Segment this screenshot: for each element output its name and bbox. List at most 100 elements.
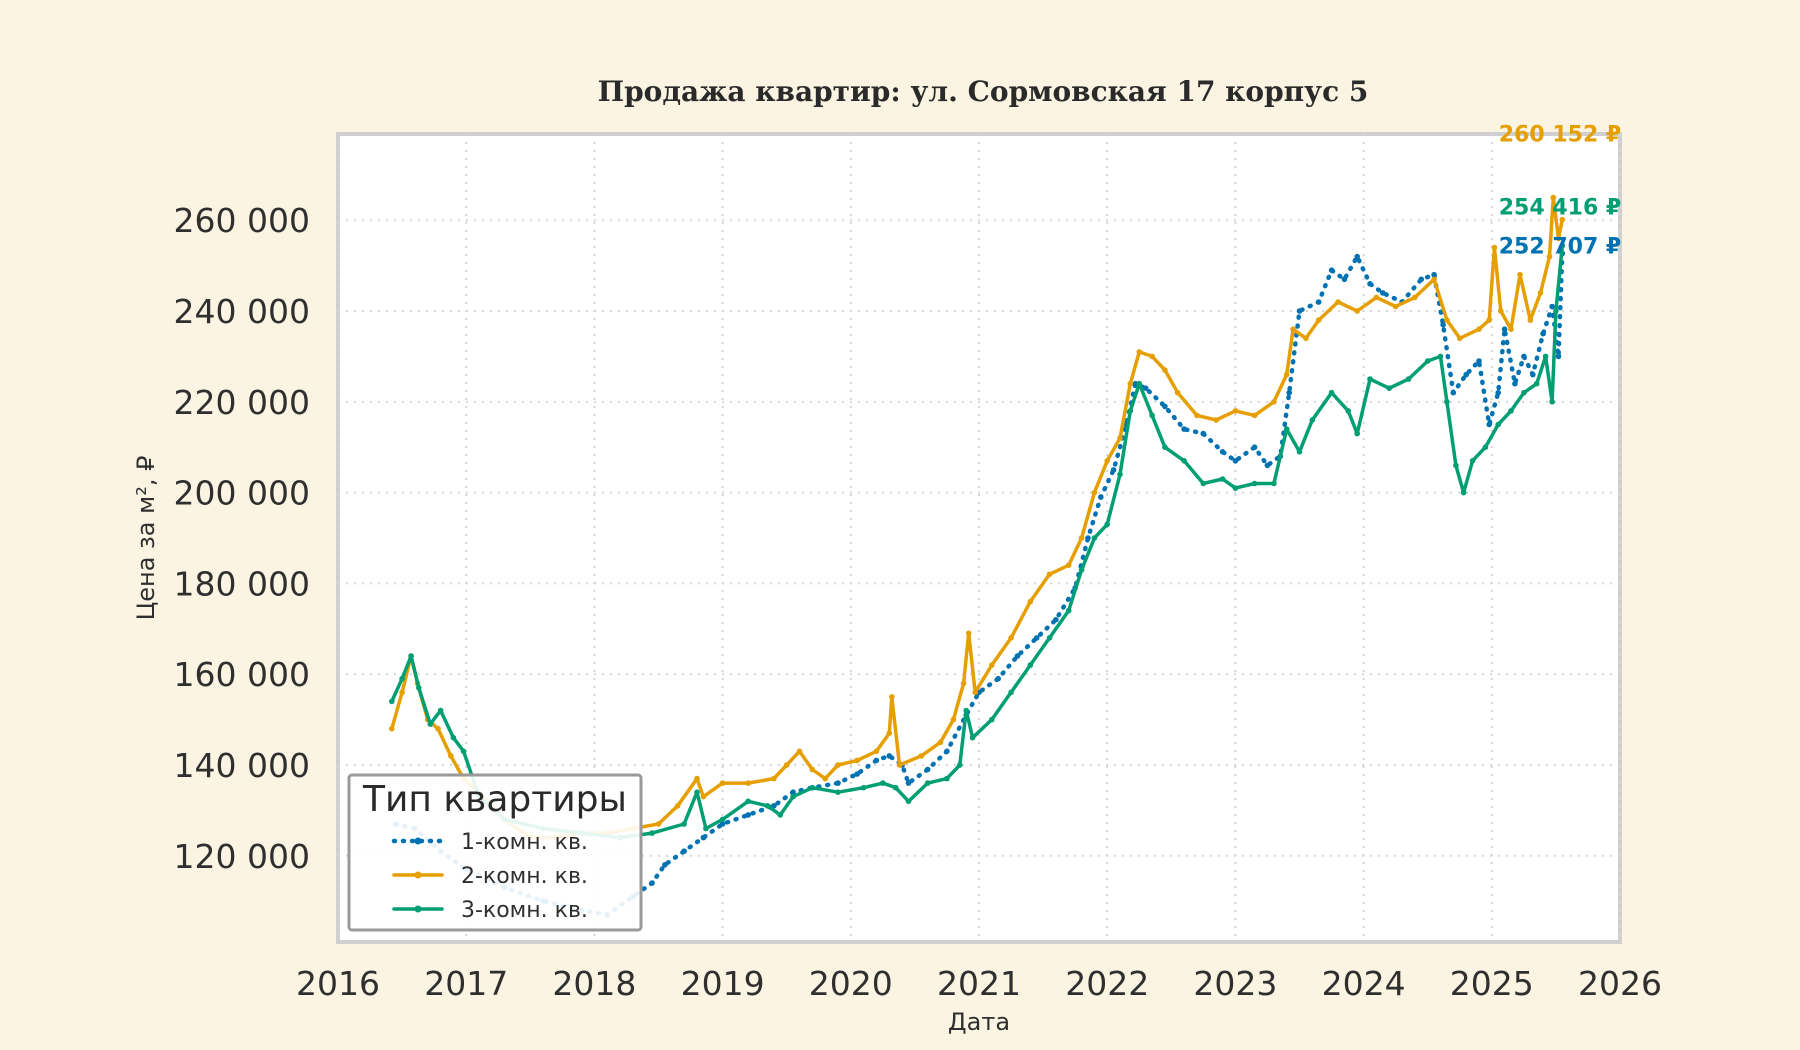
series-point — [835, 789, 841, 795]
series-point — [1027, 598, 1034, 605]
series-point — [1008, 689, 1014, 696]
end-value-label: 260 152 ₽ — [1499, 123, 1621, 148]
series-point — [1315, 317, 1322, 323]
series-point — [1315, 299, 1322, 305]
series-point — [1309, 417, 1316, 423]
series-point — [873, 748, 880, 755]
series-point — [1549, 399, 1555, 405]
series-point — [1283, 371, 1290, 378]
y-tick-label: 200 000 — [174, 474, 310, 513]
y-tick-label: 160 000 — [174, 655, 310, 694]
series-point — [1559, 242, 1566, 249]
series-point — [1290, 326, 1296, 333]
series-point — [649, 880, 655, 886]
series-point — [448, 753, 454, 759]
series-point — [703, 825, 709, 832]
series-point — [1098, 494, 1104, 500]
series-point — [944, 775, 950, 782]
series-point — [1386, 385, 1392, 392]
series-point — [1508, 326, 1514, 333]
series-point — [854, 771, 860, 777]
series-point — [1533, 380, 1540, 387]
series-point — [822, 775, 828, 782]
series-point — [1162, 403, 1168, 410]
y-tick-label: 220 000 — [174, 383, 310, 422]
series-point — [783, 762, 790, 768]
y-tick-label: 240 000 — [174, 292, 310, 331]
series-point — [1127, 408, 1134, 414]
series-point — [1550, 194, 1557, 201]
series-point — [873, 757, 880, 764]
series-point — [1501, 326, 1508, 333]
series-point — [1014, 653, 1021, 659]
series-point — [719, 780, 726, 786]
legend-label: 2-комн. кв. — [461, 864, 588, 889]
series-point — [1555, 353, 1562, 360]
series-point — [1117, 435, 1123, 441]
x-tick-label: 2022 — [1065, 964, 1149, 1003]
series-point — [1354, 430, 1360, 437]
series-point — [1537, 290, 1544, 296]
x-tick-label: 2016 — [296, 964, 380, 1003]
series-point — [1132, 380, 1139, 387]
series-point — [681, 821, 687, 827]
series-point — [1085, 535, 1091, 541]
series-point — [1549, 303, 1555, 310]
series-point — [1521, 353, 1527, 360]
series-point — [1517, 271, 1523, 278]
series-point — [399, 675, 405, 682]
series-point — [1508, 408, 1514, 414]
series-point — [1476, 358, 1482, 364]
series-point — [1491, 244, 1498, 251]
series-point — [427, 721, 434, 727]
series-point — [1380, 290, 1386, 296]
series-point — [1476, 326, 1482, 333]
series-point — [924, 780, 931, 786]
series-point — [745, 812, 751, 818]
series-point — [1027, 662, 1034, 668]
series-point — [1335, 299, 1341, 305]
series-point — [944, 748, 950, 755]
series-point — [965, 630, 972, 637]
series-point — [1498, 308, 1504, 314]
series-point — [918, 753, 925, 759]
y-axis-ticks: 120 000 140 000 160 000 180 000 200 000 220 0… — [174, 201, 310, 876]
series-point — [1033, 635, 1040, 641]
series-point — [1444, 399, 1450, 405]
series-point — [1440, 321, 1446, 328]
series-point — [1219, 449, 1226, 455]
y-axis-label: Цена за м², ₽ — [132, 456, 160, 621]
x-tick-label: 2017 — [424, 964, 508, 1003]
y-tick-label: 260 000 — [174, 201, 310, 240]
series-point — [674, 803, 681, 809]
series-point — [809, 784, 816, 791]
series-point — [416, 685, 422, 691]
series-point — [745, 798, 751, 805]
series-point — [1232, 458, 1239, 464]
x-tick-label: 2024 — [1322, 964, 1406, 1003]
series-point — [1303, 335, 1309, 342]
series-point — [886, 753, 893, 759]
series-point — [972, 689, 978, 696]
series-point — [1149, 353, 1155, 360]
series-point — [905, 798, 912, 805]
series-point — [1283, 426, 1290, 432]
legend-label: 3-комн. кв. — [461, 898, 588, 923]
series-point — [892, 784, 899, 791]
series-point — [835, 762, 841, 768]
series-point — [1341, 276, 1348, 283]
series-point — [1486, 317, 1492, 323]
series-point — [886, 730, 893, 736]
series-point — [1345, 408, 1351, 414]
series-point — [662, 862, 668, 868]
series-point — [1219, 476, 1226, 482]
series-point — [790, 789, 796, 795]
series-point — [957, 762, 963, 768]
series-point — [1104, 458, 1110, 464]
legend-marker — [414, 837, 422, 845]
series-point — [450, 734, 457, 741]
x-tick-label: 2023 — [1193, 964, 1277, 1003]
series-point — [694, 789, 700, 795]
y-tick-label: 120 000 — [174, 837, 310, 876]
